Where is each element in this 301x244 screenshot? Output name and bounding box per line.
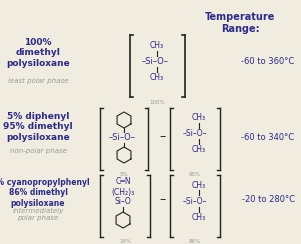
Text: C═N: C═N: [115, 177, 131, 186]
Text: (CH₂)₃: (CH₂)₃: [111, 187, 135, 196]
Text: non-polar phase: non-polar phase: [10, 148, 67, 154]
Text: 95%: 95%: [189, 172, 201, 177]
Text: CH₃: CH₃: [150, 41, 164, 51]
Text: –Si–O–: –Si–O–: [183, 130, 207, 139]
Text: 100%: 100%: [150, 100, 165, 105]
Text: CH₃: CH₃: [192, 214, 206, 223]
Text: -20 to 280°C: -20 to 280°C: [241, 195, 294, 204]
Text: Temperature
Range:: Temperature Range:: [205, 12, 275, 34]
Text: 5%: 5%: [120, 172, 128, 177]
Text: –: –: [160, 193, 166, 206]
Text: 5% diphenyl
95% dimethyl
polysiloxane: 5% diphenyl 95% dimethyl polysiloxane: [3, 112, 73, 142]
Text: 100%
dimethyl
polysiloxane: 100% dimethyl polysiloxane: [6, 38, 70, 68]
Text: least polar phase: least polar phase: [8, 78, 68, 84]
Text: Si–O: Si–O: [115, 197, 131, 206]
Text: CH₃: CH₃: [150, 73, 164, 82]
Text: 14% cyanopropylphenyl
86% dimethyl
polysiloxane: 14% cyanopropylphenyl 86% dimethyl polys…: [0, 178, 90, 208]
Text: -60 to 360°C: -60 to 360°C: [241, 58, 295, 67]
Text: –Si–O–: –Si–O–: [183, 196, 207, 205]
Text: –Si–O–: –Si–O–: [141, 58, 169, 67]
Text: 14%: 14%: [119, 239, 131, 244]
Text: -60 to 340°C: -60 to 340°C: [241, 132, 295, 142]
Text: –: –: [160, 131, 166, 143]
Text: CH₃: CH₃: [192, 113, 206, 122]
Text: CH₃: CH₃: [192, 145, 206, 154]
Text: 86%: 86%: [189, 239, 201, 244]
Text: CH₃: CH₃: [192, 181, 206, 190]
Text: –Si–O–: –Si–O–: [108, 133, 135, 142]
Text: intermediately
polar phase: intermediately polar phase: [12, 208, 64, 221]
